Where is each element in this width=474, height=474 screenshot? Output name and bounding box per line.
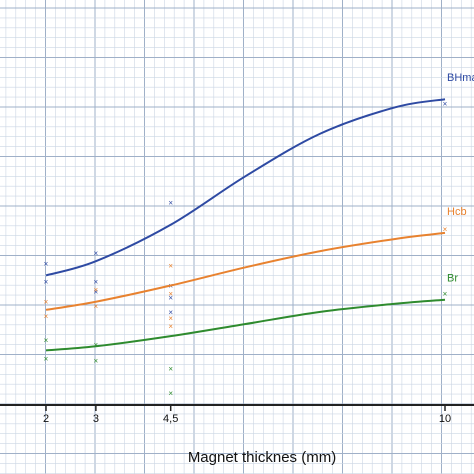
data-point-br: × <box>443 290 448 299</box>
data-point-br: × <box>44 336 49 345</box>
x-axis-label: Magnet thicknes (mm) <box>188 449 336 466</box>
data-point-hcb: × <box>44 298 49 307</box>
series-label-br: Br <box>447 273 458 285</box>
x-ticks: 2 3 4,5 10 <box>43 405 451 425</box>
data-point-bhmax: × <box>443 99 448 108</box>
data-point-hcb: × <box>443 225 448 234</box>
series-line-br <box>45 298 446 352</box>
series-label-hcb: Hcb <box>447 206 467 218</box>
x-tick-label: 3 <box>93 413 99 425</box>
series-hcb: ×××××××××Hcb <box>44 206 467 331</box>
data-point-br: × <box>168 365 173 374</box>
data-point-bhmax: × <box>168 308 173 317</box>
series-br: ×××××××Br <box>44 273 459 398</box>
x-tick-label: 2 <box>43 413 49 425</box>
series-line-bhmax <box>45 98 446 277</box>
data-point-hcb: × <box>94 286 99 295</box>
series-label-bhmax: BHmax <box>447 72 474 84</box>
data-point-bhmax: × <box>94 277 99 286</box>
series-bhmax: ××××××××××BHmax <box>44 72 474 317</box>
data-point-hcb: × <box>94 302 99 311</box>
data-point-bhmax: × <box>94 288 99 297</box>
data-point-hcb: × <box>168 261 173 270</box>
data-point-bhmax: × <box>168 199 173 208</box>
data-point-hcb: × <box>168 314 173 323</box>
data-point-bhmax: × <box>94 249 99 258</box>
data-point-bhmax: × <box>44 277 49 286</box>
data-point-hcb: × <box>168 290 173 299</box>
data-point-bhmax: × <box>168 294 173 303</box>
data-point-hcb: × <box>44 312 49 321</box>
series-layer: ××××××××××BHmax×××××××××Hcb×××××××Br <box>44 72 474 398</box>
x-tick-label: 10 <box>439 413 451 425</box>
data-point-br: × <box>94 340 99 349</box>
data-point-br: × <box>44 354 49 363</box>
data-point-bhmax: × <box>44 259 49 268</box>
data-point-br: × <box>94 356 99 365</box>
series-line-hcb <box>45 231 446 311</box>
data-point-br: × <box>168 389 173 398</box>
x-tick-label: 4,5 <box>163 413 178 425</box>
data-point-hcb: × <box>168 322 173 331</box>
